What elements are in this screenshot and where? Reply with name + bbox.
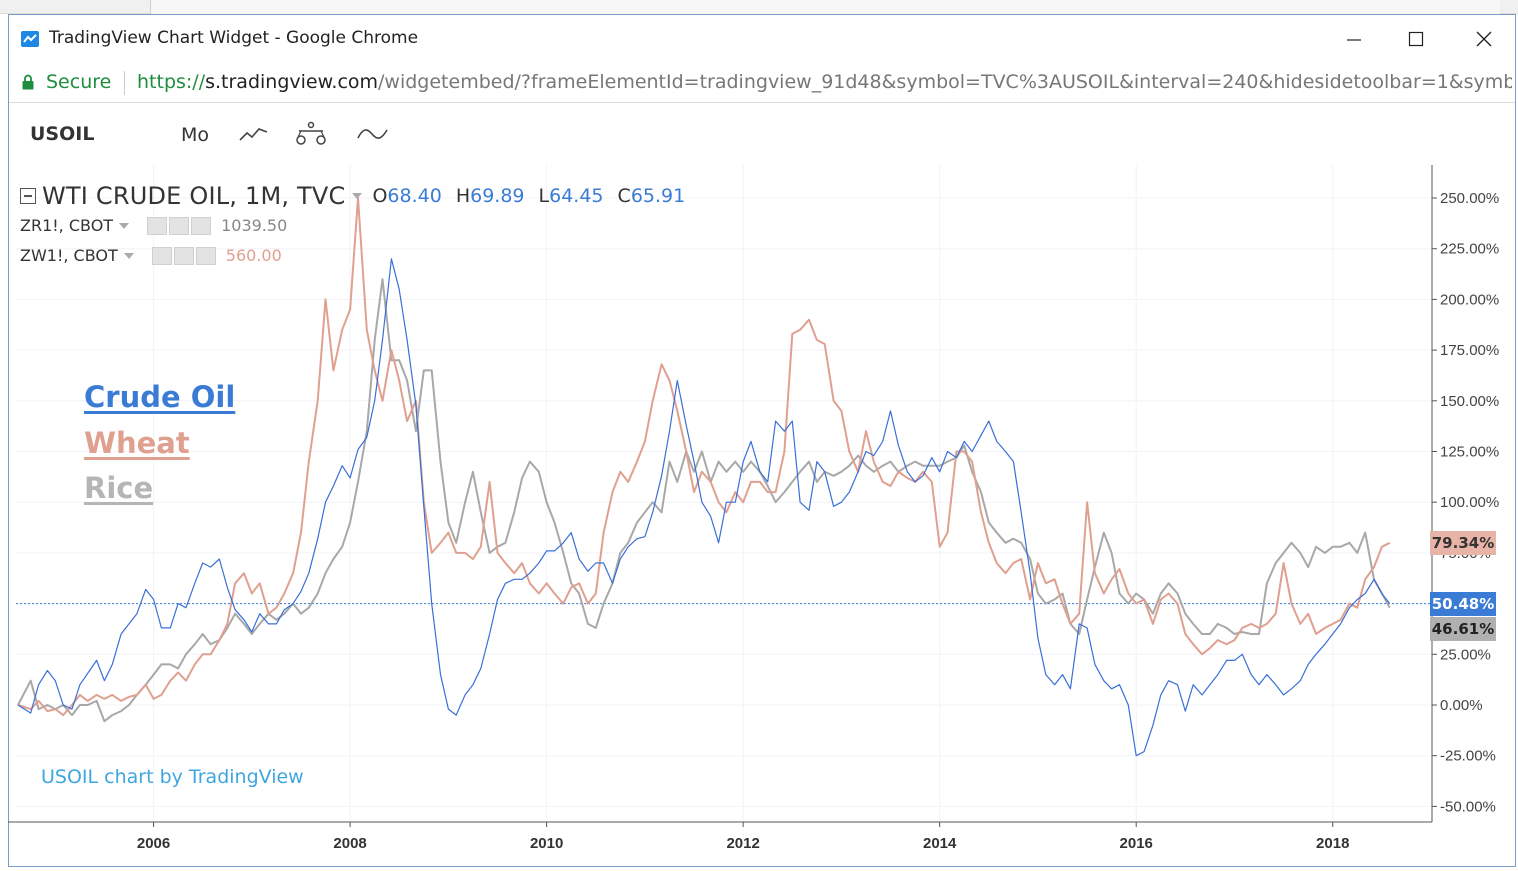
- secure-label: Secure: [46, 71, 112, 93]
- eye-icon[interactable]: [147, 216, 168, 235]
- compare-icon[interactable]: [293, 120, 329, 148]
- y-tick-label: 100.00%: [1440, 494, 1499, 511]
- y-tick-label: 0.00%: [1440, 697, 1483, 714]
- gear-icon[interactable]: [169, 216, 190, 235]
- crude-price-tag: 50.48%: [1430, 591, 1496, 616]
- lock-icon: [22, 74, 34, 90]
- minimize-button[interactable]: [1339, 25, 1369, 53]
- rice-symbol[interactable]: ZR1!, CBOT: [20, 216, 114, 235]
- y-tick-label: -50.00%: [1440, 798, 1496, 815]
- main-series-legend: WTI CRUDE OIL, 1M, TVC O68.40 H69.89 L64…: [20, 182, 699, 210]
- x-tick-label: 2008: [333, 835, 366, 852]
- rice-price-tag: 46.61%: [1430, 616, 1496, 641]
- wheat-price-tag: 79.34%: [1430, 530, 1496, 555]
- browser-window: TradingView Chart Widget - Google Chrome…: [8, 14, 1516, 867]
- chart-credit-link[interactable]: USOIL chart by TradingView: [41, 766, 304, 788]
- close-button[interactable]: [1469, 25, 1499, 53]
- ohlc-high: H69.89: [455, 185, 525, 207]
- url-path: /widgetembed/?frameElementId=tradingview…: [378, 71, 1512, 93]
- maximize-icon: [1408, 31, 1424, 47]
- remove-icon[interactable]: [191, 216, 212, 235]
- y-tick-label: 175.00%: [1440, 342, 1499, 359]
- gear-icon[interactable]: [173, 246, 194, 265]
- title-bar: TradingView Chart Widget - Google Chrome: [9, 15, 1515, 63]
- main-series-title[interactable]: WTI CRUDE OIL, 1M, TVC: [42, 182, 346, 210]
- background-window: [150, 0, 1500, 14]
- y-tick-label: 200.00%: [1440, 291, 1499, 308]
- x-tick-label: 2014: [923, 835, 957, 852]
- url-text[interactable]: https://s.tradingview.com/widgetembed/?f…: [137, 71, 1512, 93]
- ohlc-low: L64.45: [538, 185, 604, 207]
- price-chart[interactable]: 250.00% 225.00% 200.00% 175.00% 150.00% 125.0…: [8, 150, 1516, 867]
- url-protocol: https://: [137, 71, 206, 93]
- ohlc-close: C65.91: [617, 185, 686, 207]
- y-tick-label: 25.00%: [1440, 646, 1491, 663]
- wheat-symbol[interactable]: ZW1!, CBOT: [20, 246, 118, 265]
- window-title: TradingView Chart Widget - Google Chrome: [49, 28, 419, 48]
- tradingview-icon: [21, 31, 39, 47]
- x-tick-label: 2016: [1120, 835, 1153, 852]
- collapse-legend-button[interactable]: [20, 188, 36, 204]
- wheat-annotation: Wheat: [84, 426, 190, 460]
- chevron-down-icon[interactable]: [123, 252, 134, 259]
- address-bar[interactable]: Secure https://s.tradingview.com/widgete…: [9, 63, 1515, 103]
- minimize-icon: [1347, 39, 1361, 41]
- rice-value: 1039.50: [221, 216, 288, 235]
- remove-icon[interactable]: [195, 246, 216, 265]
- chevron-down-icon[interactable]: [119, 222, 130, 229]
- symbol-label[interactable]: USOIL: [30, 123, 95, 145]
- crude-series-line[interactable]: [17, 258, 1391, 757]
- wheat-value: 560.00: [225, 246, 282, 265]
- widget-toolbar: USOIL Mo: [9, 104, 1515, 164]
- indicators-icon[interactable]: [355, 120, 391, 148]
- ohlc-open: O68.40: [372, 185, 442, 207]
- wheat-series-legend: ZW1!, CBOT 560.00: [20, 246, 282, 265]
- y-tick-label: 225.00%: [1440, 241, 1499, 258]
- rice-series-legend: ZR1!, CBOT 1039.50: [20, 216, 287, 235]
- x-tick-label: 2010: [530, 835, 563, 852]
- crude-oil-annotation: Crude Oil: [84, 380, 236, 414]
- chevron-down-icon[interactable]: [352, 193, 363, 199]
- url-separator: [124, 71, 125, 95]
- eye-icon[interactable]: [151, 246, 172, 265]
- rice-series-line[interactable]: [17, 278, 1391, 723]
- y-tick-label: 250.00%: [1440, 190, 1499, 207]
- close-icon: [1476, 31, 1492, 47]
- x-tick-label: 2018: [1316, 835, 1349, 852]
- interval-button[interactable]: Mo: [181, 124, 210, 146]
- wheat-series-line[interactable]: [17, 197, 1391, 717]
- x-tick-label: 2006: [137, 835, 170, 852]
- desktop-background: [0, 0, 1518, 14]
- y-tick-label: 125.00%: [1440, 444, 1499, 461]
- maximize-button[interactable]: [1401, 25, 1431, 53]
- y-tick-label: 150.00%: [1440, 393, 1499, 410]
- line-chart-icon[interactable]: [237, 120, 273, 148]
- chart-area[interactable]: 250.00% 225.00% 200.00% 175.00% 150.00% 125.0…: [8, 150, 1516, 867]
- url-host: s.tradingview.com: [205, 71, 379, 93]
- rice-annotation: Rice: [84, 471, 154, 505]
- y-tick-label: -25.00%: [1440, 748, 1496, 765]
- x-tick-label: 2012: [726, 835, 759, 852]
